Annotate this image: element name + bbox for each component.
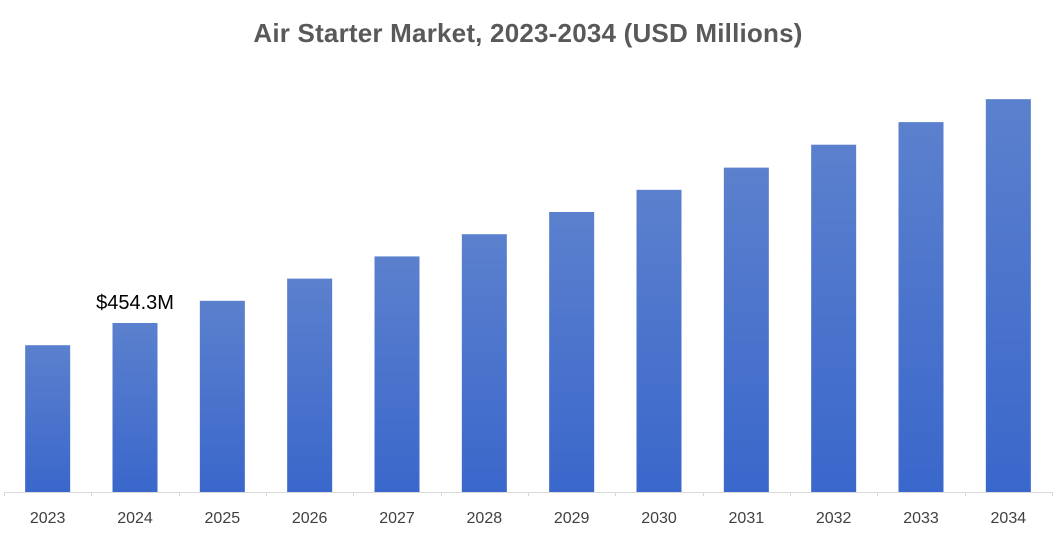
x-ticks-layer [4, 492, 1053, 496]
bar-2025 [199, 300, 245, 492]
bar-2030 [636, 189, 682, 492]
bars-layer [25, 99, 1031, 493]
x-tick-label: 2033 [903, 510, 939, 527]
x-tick-label: 2034 [991, 510, 1027, 527]
data-labels-layer: $454.3M [96, 292, 174, 314]
bar-2029 [549, 211, 595, 492]
x-tick-labels-layer: 2023 2024 2025 2026 2027 2028 2029 2030 2031 2032… [30, 510, 1026, 527]
x-tick-label: 2030 [641, 510, 677, 527]
x-tick-label: 2025 [205, 510, 241, 527]
bar-2026 [287, 278, 333, 492]
x-tick-label: 2029 [554, 510, 590, 527]
bar-2034 [985, 99, 1031, 492]
bar-2023 [25, 345, 71, 492]
bar-2032 [811, 144, 857, 492]
x-tick-label: 2024 [117, 510, 153, 527]
bar-2028 [461, 234, 507, 493]
bar-2031 [723, 167, 769, 492]
x-tick-label: 2023 [30, 510, 66, 527]
x-tick-label: 2028 [467, 510, 503, 527]
chart-title: Air Starter Market, 2023-2034 (USD Milli… [253, 18, 803, 48]
bar-2033 [898, 122, 944, 493]
data-label-2024: $454.3M [96, 292, 174, 314]
bar-2027 [374, 256, 420, 492]
x-tick-label: 2031 [729, 510, 765, 527]
bar-2024 [112, 323, 158, 492]
x-tick-label: 2026 [292, 510, 328, 527]
x-tick-label: 2032 [816, 510, 852, 527]
x-tick-label: 2027 [379, 510, 415, 527]
